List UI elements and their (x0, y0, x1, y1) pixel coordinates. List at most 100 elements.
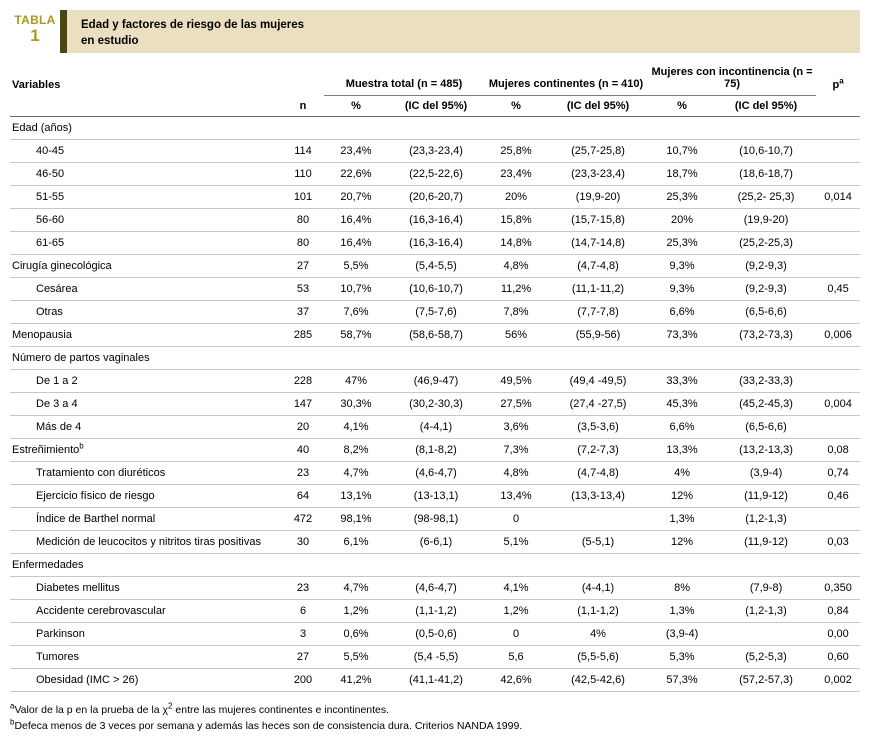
row-label: Otras (10, 300, 282, 324)
data-row: De 1 a 2 228 47% (46,9-47) 49,5% (49,4 -49,5)… (10, 369, 861, 393)
cont-ic: (14,7-14,8) (548, 231, 649, 255)
cont-ic: 4% (548, 622, 649, 646)
total-pct: 22,6% (324, 162, 388, 186)
incont-ic: (3,9-4) (716, 461, 817, 485)
n-value: 80 (282, 208, 324, 232)
data-row: 56-60 80 16,4% (16,3-16,4) 15,8% (15,7-15,8) 2… (10, 208, 861, 232)
row-label: Más de 4 (10, 415, 282, 439)
row-label: 51-55 (10, 185, 282, 209)
table-title-line2: en estudio (81, 34, 139, 47)
cont-pct: 5,6 (484, 645, 549, 669)
incont-ic: (19,9-20) (716, 208, 817, 232)
title-bar: Edad y factores de riesgo de las mujeres… (67, 10, 860, 53)
row-label: Diabetes mellitus (10, 576, 282, 600)
incont-ic: (45,2-45,3) (716, 392, 817, 416)
data-table: Variables Muestra total (n = 485) Mujere… (10, 66, 861, 692)
total-ic: (1,1-1,2) (388, 599, 485, 623)
section-row: Enfermedades (10, 553, 861, 577)
incont-pct: 45,3% (648, 392, 717, 416)
cont-ic: (11,1-11,2) (548, 277, 649, 301)
cont-pct: 3,6% (484, 415, 549, 439)
p-value (816, 507, 861, 531)
p-value: 0,014 (816, 185, 861, 209)
row-label: Menopausia (10, 323, 282, 347)
p-value (816, 162, 861, 186)
p-value: 0,08 (816, 438, 861, 462)
n-value: 285 (282, 323, 324, 347)
incont-ic: (10,6-10,7) (716, 139, 817, 163)
incont-ic: (6,5-6,6) (716, 300, 817, 324)
incont-pct: 10,7% (648, 139, 717, 163)
incont-pct: 8% (648, 576, 717, 600)
incont-pct: 5,3% (648, 645, 717, 669)
data-row: 51-55 101 20,7% (20,6-20,7) 20% (19,9-20) 25,3… (10, 185, 861, 209)
p-value: 0,006 (816, 323, 861, 347)
incont-pct: 1,3% (648, 599, 717, 623)
data-row: Cirugía ginecológica 27 5,5% (5,4-5,5) 4,8%(… (10, 254, 861, 278)
header-accent-bar (60, 10, 67, 53)
total-ic: (7,5-7,6) (388, 300, 485, 324)
incont-ic: (25,2-25,3) (716, 231, 817, 255)
incont-ic: (33,2-33,3) (716, 369, 817, 393)
incont-pct: 1,3% (648, 507, 717, 531)
data-row: Ejercicio físico de riesgo 64 13,1% (13-13,… (10, 484, 861, 508)
cont-pct: 4,1% (484, 576, 549, 600)
row-label: De 1 a 2 (10, 369, 282, 393)
total-ic: (10,6-10,7) (388, 277, 485, 301)
n-value: 6 (282, 599, 324, 623)
footnote-b: bDefeca menos de 3 veces por semana y ad… (10, 718, 860, 735)
data-row: Menopausia 285 58,7% (58,6-58,7) 56% (55,9-56… (10, 323, 861, 347)
col-header-cont-pct: % (484, 95, 549, 117)
group-header-continentes: Mujeres continentes (n = 410) (484, 66, 649, 96)
group-header-muestra-total: Muestra total (n = 485) (324, 66, 485, 96)
incont-pct: 12% (648, 484, 717, 508)
total-ic: (46,9-47) (388, 369, 485, 393)
n-value: 3 (282, 622, 324, 646)
incont-ic: (9,2-9,3) (716, 277, 817, 301)
col-header-incont-ic: (IC del 95%) (716, 95, 817, 117)
cont-ic (548, 507, 649, 531)
incont-pct: 12% (648, 530, 717, 554)
incont-ic: (6,5-6,6) (716, 415, 817, 439)
n-value: 23 (282, 576, 324, 600)
total-ic: (4,6-4,7) (388, 576, 485, 600)
cont-ic: (42,5-42,6) (548, 668, 649, 692)
total-ic: (13-13,1) (388, 484, 485, 508)
incont-ic: (5,2-5,3) (716, 645, 817, 669)
section-row: Edad (años) (10, 116, 861, 140)
incont-ic: (73,2-73,3) (716, 323, 817, 347)
p-value (816, 254, 861, 278)
sub-header-row: n % (IC del 95%) % (IC del 95%) % (IC de… (10, 95, 861, 117)
p-value: 0,45 (816, 277, 861, 301)
chi-square-superscript: 2 (168, 701, 173, 711)
row-label: Cirugía ginecológica (10, 254, 282, 278)
total-ic: (16,3-16,4) (388, 208, 485, 232)
n-value: 114 (282, 139, 324, 163)
cont-pct: 7,8% (484, 300, 549, 324)
data-row: 46-50 110 22,6% (22,5-22,6) 23,4% (23,3-23,4)… (10, 162, 861, 186)
cont-ic: (5-5,1) (548, 530, 649, 554)
total-pct: 98,1% (324, 507, 388, 531)
total-ic: (16,3-16,4) (388, 231, 485, 255)
cont-pct: 49,5% (484, 369, 549, 393)
incont-ic: (57,2-57,3) (716, 668, 817, 692)
cont-pct: 1,2% (484, 599, 549, 623)
row-label: Medición de leucocitos y nitritos tiras … (10, 530, 282, 554)
cont-pct: 4,8% (484, 254, 549, 278)
cont-pct: 5,1% (484, 530, 549, 554)
table-number: 1 (30, 26, 40, 45)
p-value: 0,002 (816, 668, 861, 692)
incont-ic: (1,2-1,3) (716, 507, 817, 531)
footnote-a: aValor de la p en la prueba de la χ2 ent… (10, 701, 860, 719)
data-row: Medición de leucocitos y nitritos tiras … (10, 530, 861, 554)
total-ic: (30,2-30,3) (388, 392, 485, 416)
cont-ic: (5,5-5,6) (548, 645, 649, 669)
n-value: 30 (282, 530, 324, 554)
incont-ic: (18,6-18,7) (716, 162, 817, 186)
total-ic: (41,1-41,2) (388, 668, 485, 692)
p-value: 0,00 (816, 622, 861, 646)
p-value (816, 415, 861, 439)
n-value: 53 (282, 277, 324, 301)
data-row: 61-65 80 16,4% (16,3-16,4) 14,8% (14,7-14,8) 2… (10, 231, 861, 255)
